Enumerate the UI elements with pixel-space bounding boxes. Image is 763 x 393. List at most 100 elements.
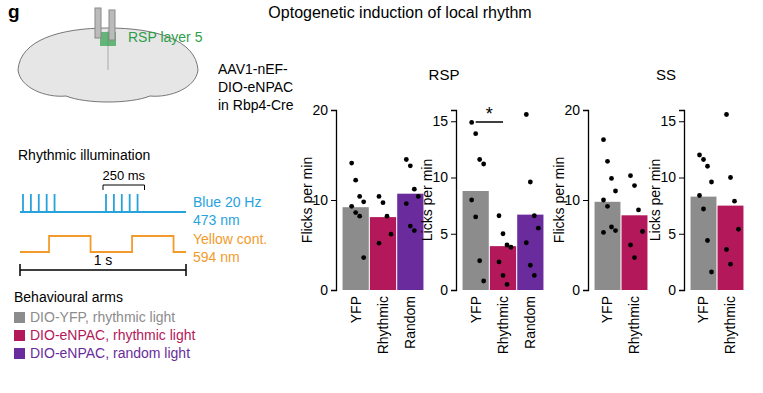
x-axis: YFP Rhythmic bbox=[691, 290, 745, 354]
x-tick-label: Rhythmic bbox=[375, 296, 391, 354]
period-bracket bbox=[103, 185, 145, 190]
x-axis-line bbox=[691, 290, 745, 291]
data-point bbox=[481, 279, 486, 284]
data-point bbox=[609, 176, 614, 181]
y-axis-label: Licks per min bbox=[419, 159, 435, 241]
bar bbox=[718, 206, 744, 290]
data-point bbox=[412, 228, 417, 233]
data-point bbox=[473, 131, 478, 136]
y-tick-mark bbox=[451, 234, 456, 235]
x-tick: YFP bbox=[695, 290, 711, 323]
y-tick: 5 bbox=[668, 226, 684, 242]
data-point bbox=[509, 245, 514, 250]
y-tick: 20 bbox=[564, 102, 588, 118]
data-point bbox=[609, 225, 614, 230]
bar bbox=[370, 217, 396, 290]
chart: 051015Licks per minYFPRhythmicRandom* bbox=[419, 104, 545, 354]
x-tick-label: YFP bbox=[599, 296, 615, 323]
bar bbox=[595, 202, 621, 290]
y-tick-label: 0 bbox=[572, 282, 580, 298]
y-tick: 0 bbox=[668, 282, 684, 298]
x-tick-label: YFP bbox=[468, 296, 484, 323]
y-tick-mark bbox=[451, 290, 456, 291]
data-point bbox=[473, 214, 478, 219]
data-point bbox=[632, 183, 637, 188]
data-point bbox=[469, 120, 474, 125]
x-tick: YFP bbox=[348, 290, 364, 323]
data-point bbox=[361, 199, 366, 204]
y-tick-label: 5 bbox=[440, 226, 448, 242]
data-point bbox=[477, 157, 482, 162]
duration-label: 1 s bbox=[94, 252, 113, 268]
group-title: RSP bbox=[429, 66, 460, 83]
data-point bbox=[728, 262, 733, 267]
x-axis-line bbox=[595, 290, 649, 291]
y-tick-mark bbox=[583, 290, 588, 291]
data-point bbox=[349, 204, 354, 209]
yellow-label: Yellow cont. bbox=[193, 231, 267, 247]
data-point bbox=[601, 230, 606, 235]
y-axis: 01020 bbox=[312, 102, 336, 298]
data-point bbox=[697, 193, 702, 198]
data-point bbox=[528, 263, 533, 268]
y-tick-label: 15 bbox=[660, 113, 676, 129]
y-axis-label: Licks per min bbox=[647, 159, 663, 241]
data-point bbox=[501, 231, 506, 236]
legend-swatch bbox=[14, 330, 25, 341]
data-point bbox=[636, 208, 641, 213]
data-point bbox=[524, 240, 529, 245]
y-tick-label: 5 bbox=[668, 226, 676, 242]
x-axis-line bbox=[343, 290, 425, 291]
x-tick-label: Rhythmic bbox=[722, 296, 738, 354]
data-point bbox=[532, 213, 537, 218]
x-tick: Rhythmic bbox=[495, 290, 511, 354]
legend-label: DIO-eNPAC, random light bbox=[30, 345, 190, 361]
bar bbox=[490, 246, 516, 290]
y-axis-line bbox=[583, 111, 589, 291]
data-point bbox=[377, 241, 382, 246]
x-axis: YFP Rhythmic Random bbox=[343, 290, 425, 354]
x-tick-label: Random bbox=[402, 296, 418, 349]
title: Optogenetic induction of local rhythm bbox=[268, 4, 531, 21]
legend-title: Behavioural arms bbox=[14, 289, 123, 305]
y-axis: 051015 bbox=[432, 111, 456, 298]
y-tick: 0 bbox=[440, 282, 456, 298]
virus-label: AAV1-nEF- bbox=[218, 61, 288, 77]
data-point bbox=[532, 273, 537, 278]
y-tick-mark bbox=[331, 110, 336, 111]
y-tick-mark bbox=[583, 110, 588, 111]
virus-label: in Rbp4-Cre bbox=[218, 97, 294, 113]
plot-area bbox=[343, 157, 424, 290]
x-tick: Random bbox=[402, 290, 418, 349]
data-point bbox=[601, 198, 606, 203]
x-tick-label: YFP bbox=[695, 296, 711, 323]
x-tick-label: Rhythmic bbox=[495, 296, 511, 354]
y-tick: 5 bbox=[440, 226, 456, 242]
chart: 051015Licks per minYFPRhythmic bbox=[647, 111, 745, 355]
blue-label: 473 nm bbox=[193, 212, 240, 228]
y-tick: 0 bbox=[572, 282, 588, 298]
y-tick-label: 20 bbox=[312, 102, 328, 118]
blue-pulses bbox=[20, 194, 186, 212]
data-point bbox=[709, 180, 714, 185]
y-axis-line bbox=[679, 111, 685, 291]
x-tick-label: Random bbox=[522, 296, 538, 349]
data-point bbox=[361, 255, 366, 260]
period-label: 250 ms bbox=[102, 168, 145, 183]
data-point bbox=[701, 207, 706, 212]
data-point bbox=[528, 180, 533, 185]
y-tick: 15 bbox=[660, 113, 684, 129]
data-point bbox=[705, 238, 710, 243]
data-point bbox=[353, 210, 358, 215]
data-point bbox=[536, 226, 541, 231]
data-point bbox=[628, 173, 633, 178]
y-axis: 051015 bbox=[660, 111, 684, 298]
legend-swatch bbox=[14, 348, 25, 359]
data-point bbox=[705, 164, 710, 169]
x-tick: Rhythmic bbox=[375, 290, 391, 354]
data-point bbox=[709, 270, 714, 275]
data-point bbox=[477, 258, 482, 263]
data-point bbox=[505, 282, 510, 287]
y-axis-line bbox=[331, 111, 337, 291]
data-point bbox=[632, 255, 637, 260]
